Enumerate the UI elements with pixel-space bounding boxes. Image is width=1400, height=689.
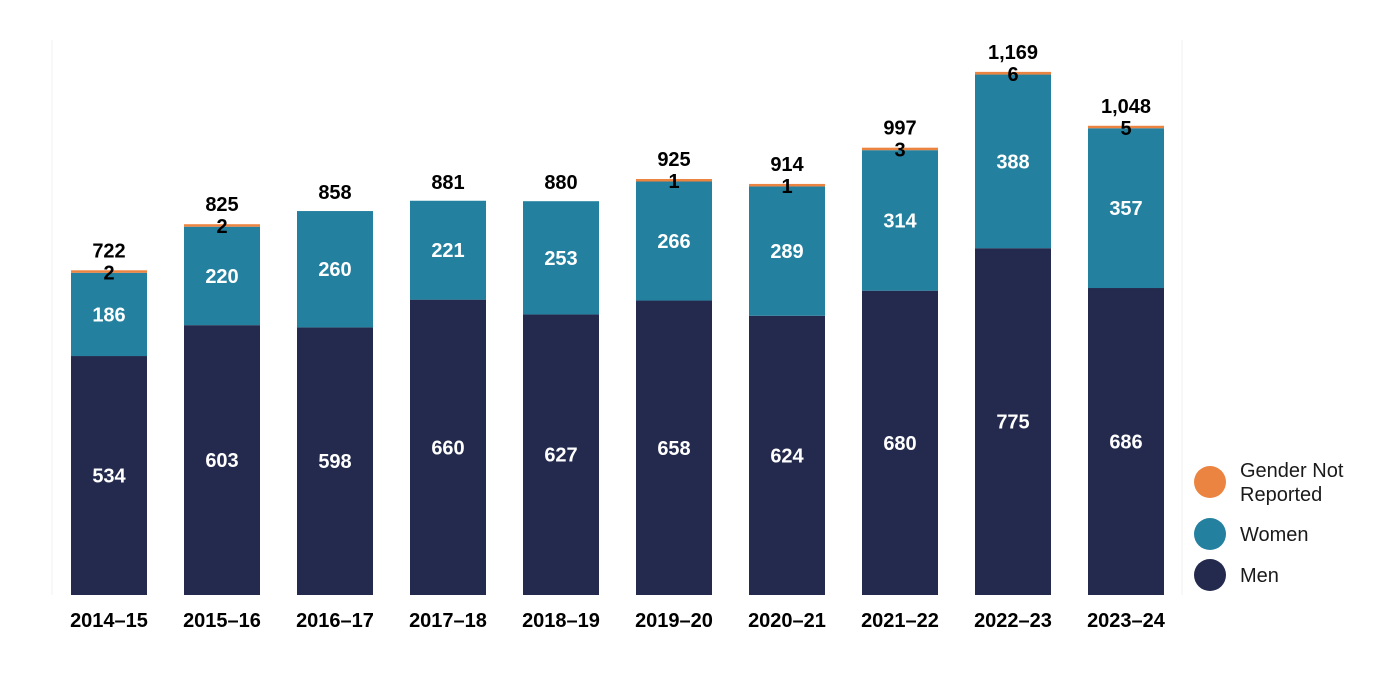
data-label-not-reported: 2	[216, 216, 227, 238]
data-label-women: 289	[770, 241, 803, 263]
bar-men-2016–17	[297, 327, 373, 595]
bar-women-2018–19	[523, 201, 599, 315]
data-label-men: 660	[431, 437, 464, 459]
data-label-men: 680	[883, 433, 916, 455]
data-label-men: 603	[205, 450, 238, 472]
data-label-men: 686	[1109, 432, 1142, 454]
data-label-women: 253	[544, 248, 577, 270]
data-label-men: 627	[544, 445, 577, 467]
data-label-men: 775	[996, 412, 1029, 434]
bar-men-2022–23	[975, 248, 1051, 595]
bar-women-2022–23	[975, 74, 1051, 249]
data-label-men: 534	[92, 466, 126, 488]
bar-not-reported-2020–21	[749, 183, 825, 187]
data-label-total: 880	[544, 172, 577, 194]
data-label-not-reported: 1	[668, 171, 679, 193]
data-label-not-reported: 2	[103, 262, 114, 284]
legend-label: Gender Not	[1240, 460, 1344, 482]
legend-swatch	[1194, 518, 1226, 550]
x-tick-label: 2016–17	[296, 610, 374, 632]
data-label-total: 722	[92, 240, 125, 262]
bar-not-reported-2022–23	[975, 71, 1051, 75]
bar-men-2018–19	[523, 314, 599, 595]
legend-swatch	[1194, 559, 1226, 591]
data-label-men: 624	[770, 445, 804, 467]
data-label-total: 1,169	[988, 42, 1038, 64]
x-tick-label: 2019–20	[635, 610, 713, 632]
bar-men-2015–16	[184, 325, 260, 595]
x-tick-label: 2023–24	[1087, 610, 1166, 632]
data-label-total: 858	[318, 182, 351, 204]
x-tick-label: 2017–18	[409, 610, 487, 632]
bar-women-2017–18	[410, 200, 486, 300]
legend-label: Men	[1240, 565, 1279, 587]
bar-women-2016–17	[297, 211, 373, 328]
bar-women-2020–21	[749, 186, 825, 316]
data-label-total: 914	[770, 154, 804, 176]
data-label-women: 388	[996, 151, 1029, 173]
data-label-women: 220	[205, 266, 238, 288]
data-label-women: 186	[92, 304, 125, 326]
data-label-men: 658	[657, 438, 690, 460]
legend-label: Women	[1240, 524, 1309, 546]
legend-label: Reported	[1240, 484, 1322, 506]
bar-not-reported-2021–22	[862, 147, 938, 151]
x-tick-label: 2020–21	[748, 610, 826, 632]
bar-men-2021–22	[862, 290, 938, 595]
x-tick-label: 2014–15	[70, 610, 148, 632]
bar-women-2019–20	[636, 181, 712, 301]
x-tick-label: 2018–19	[522, 610, 600, 632]
bar-women-2014–15	[71, 272, 147, 357]
bar-women-2023–24	[1088, 128, 1164, 289]
data-label-not-reported: 5	[1120, 118, 1131, 140]
x-axis: 2014–15 2015–16 2016–17 2017–18 2018–19 2019–…	[70, 610, 1166, 632]
data-label-women: 260	[318, 259, 351, 281]
data-label-total: 1,048	[1101, 96, 1151, 118]
data-label-not-reported: 1	[781, 176, 792, 198]
data-label-women: 314	[883, 210, 917, 232]
data-label-women: 221	[431, 240, 464, 262]
data-label-men: 598	[318, 451, 351, 473]
bar-men-2017–18	[410, 299, 486, 595]
bar-men-2023–24	[1088, 288, 1164, 595]
bar-not-reported-2015–16	[184, 224, 260, 227]
data-label-women: 266	[657, 231, 690, 253]
bar-men-2014–15	[71, 356, 147, 595]
bar-not-reported-2014–15	[71, 270, 147, 273]
data-label-not-reported: 6	[1007, 64, 1018, 86]
legend-swatch	[1194, 466, 1226, 498]
bar-not-reported-2019–20	[636, 179, 712, 182]
legend-item: Men	[1194, 559, 1279, 591]
data-label-total: 825	[205, 194, 238, 216]
legend-item: Women	[1194, 518, 1309, 550]
x-tick-label: 2021–22	[861, 610, 939, 632]
bars-layer	[71, 71, 1164, 595]
bar-men-2020–21	[749, 315, 825, 595]
x-tick-label: 2015–16	[183, 610, 261, 632]
x-tick-label: 2022–23	[974, 610, 1052, 632]
bar-not-reported-2023–24	[1088, 125, 1164, 129]
data-label-total: 925	[657, 149, 690, 171]
bar-women-2021–22	[862, 150, 938, 291]
bar-men-2019–20	[636, 300, 712, 595]
data-label-total: 881	[431, 172, 464, 194]
data-label-women: 357	[1109, 198, 1142, 220]
bar-women-2015–16	[184, 226, 260, 326]
data-label-not-reported: 3	[894, 140, 905, 162]
labels-layer: 5341862722603220282559826085866022188162…	[92, 42, 1151, 488]
data-label-total: 997	[883, 118, 916, 140]
